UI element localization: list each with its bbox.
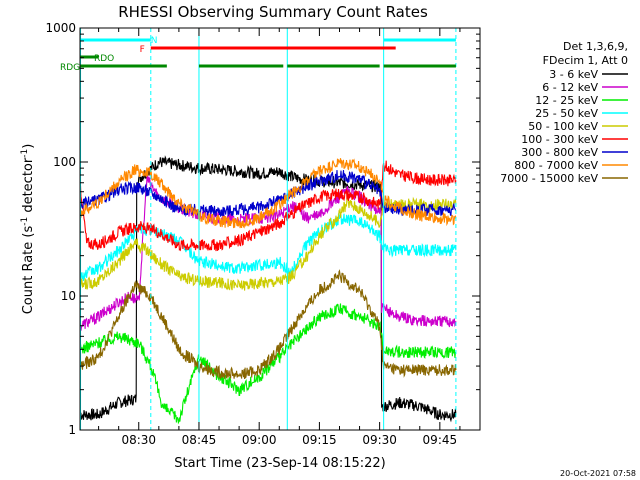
series-line [80,269,457,380]
flag-layer: NF RDO RDG [60,36,456,73]
y-tick-label: 1 [68,423,76,437]
x-tick-label: 09:15 [302,433,337,447]
legend-label: 7000 - 15000 keV [500,172,598,185]
y-axis-label: Count Rate (s-1 detector-1) [20,144,36,315]
legend-header-1: Det 1,3,6,9, [563,40,628,53]
x-axis-label: Start Time (23-Sep-14 08:15:22) [174,456,385,471]
x-tick-label: 08:45 [182,433,217,447]
flag-bar-label: F [140,45,145,55]
legend-label: 300 - 800 keV [521,146,598,159]
chart-title: RHESSI Observing Summary Count Rates [118,3,428,21]
data-layer [80,28,457,430]
legend-header-2: FDecim 1, Att 0 [543,54,628,67]
legend-label: 3 - 6 keV [549,68,598,81]
y-tick-label: 1000 [45,21,76,35]
y-axis: 1 10 100 1000 [45,21,480,437]
legend: Det 1,3,6,9, FDecim 1, Att 0 3 - 6 keV6 … [500,40,628,185]
x-tick-label: 09:45 [423,433,458,447]
x-tick-label: 09:30 [362,433,397,447]
x-axis: 08:30 08:45 09:00 09:15 09:30 09:45 [98,28,481,447]
y-tick-label: 10 [61,289,76,303]
series-line [80,303,457,425]
legend-label: 6 - 12 keV [542,81,598,94]
x-tick-label: 09:00 [242,433,277,447]
y-tick-label: 100 [53,155,76,169]
legend-label: 25 - 50 keV [535,107,598,120]
x-tick-label: 08:30 [121,433,156,447]
flag-bar-label: N [151,36,158,46]
plot-frame [79,27,481,431]
series-line [80,155,457,423]
flag-bar-label: RDO [94,54,114,64]
legend-label: 100 - 300 keV [521,133,598,146]
series-line [80,160,457,252]
plot-area: NF RDO RDG [60,27,481,431]
legend-label: 50 - 100 keV [528,120,598,133]
legend-label: 800 - 7000 keV [514,159,598,172]
legend-label: 12 - 25 keV [535,94,598,107]
series-line [80,158,457,229]
flag-bar-label: RDG [60,63,80,73]
timestamp: 20-Oct-2021 07:58 [560,469,636,478]
